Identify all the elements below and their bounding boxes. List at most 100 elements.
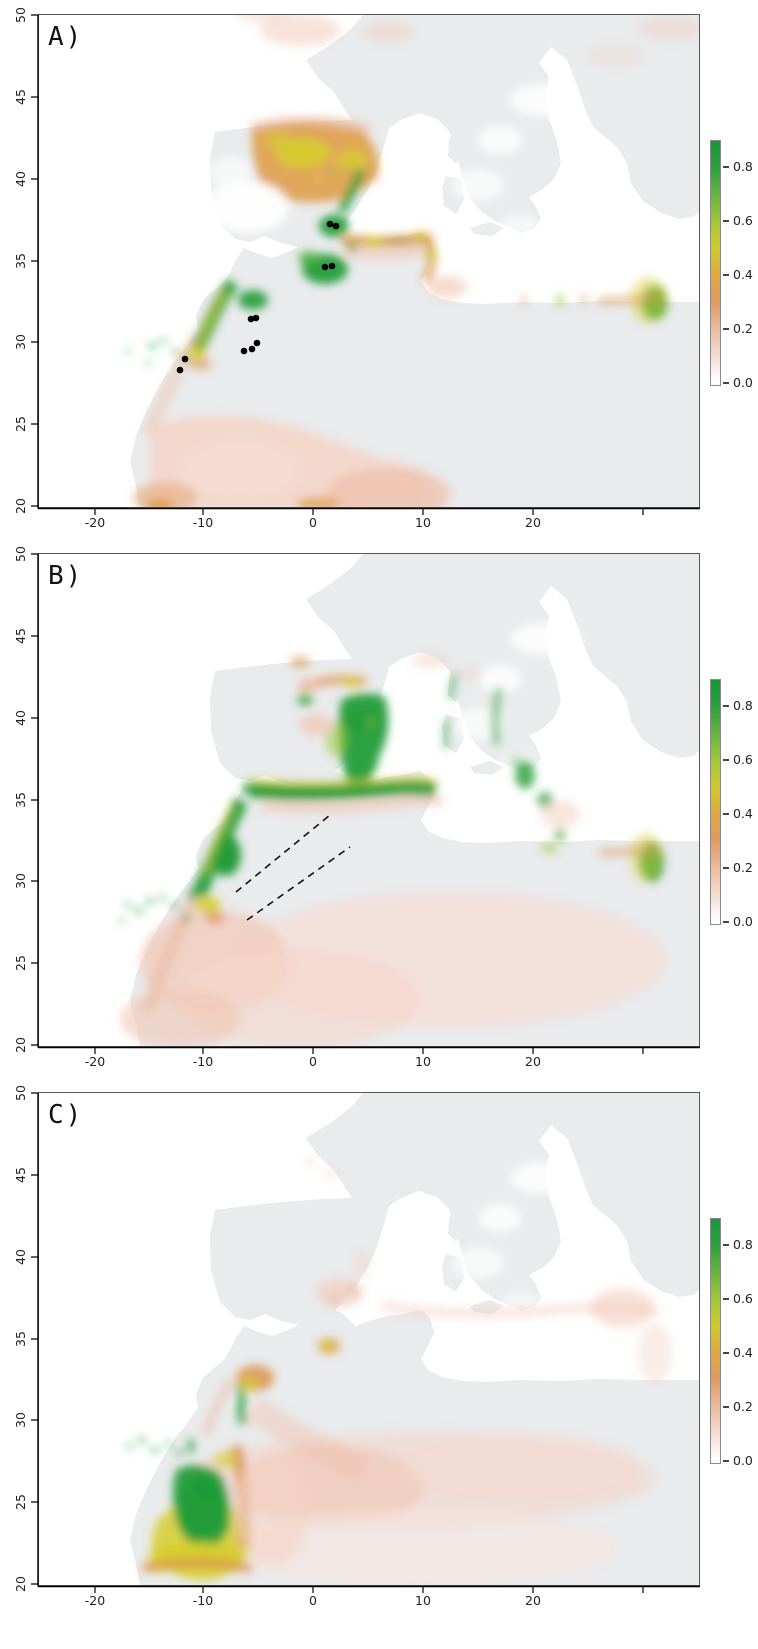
x-tick-label: -10 (192, 1054, 214, 1069)
colorbar-gradient (710, 1218, 721, 1464)
x-axis-ticks (94, 1586, 644, 1593)
x-tick-label: 10 (415, 515, 431, 530)
y-tick-label: 50 (13, 7, 28, 23)
coastal-transition-dashed-lines (235, 814, 351, 921)
y-tick-label: 45 (13, 89, 28, 105)
colorbar-tick-label: 0.2 (733, 321, 753, 336)
y-tick-label: 35 (13, 792, 28, 808)
y-tick-label: 30 (13, 334, 28, 350)
y-tick-label: 35 (13, 1331, 28, 1347)
x-tick-label: 10 (415, 1593, 431, 1608)
transition-dashed-line (235, 814, 331, 893)
x-axis-ticks (94, 1047, 644, 1054)
panel-label: A) (48, 22, 84, 52)
panel-label: B) (48, 561, 84, 591)
x-tick-label: -20 (84, 1593, 106, 1608)
y-tick-label: 50 (13, 546, 28, 562)
colorbar-tick-label: 0.6 (733, 752, 753, 767)
occurrence-point (328, 262, 336, 270)
occurrence-point (321, 263, 329, 271)
colorbar-tick-label: 0.6 (733, 213, 753, 228)
island-sicily (470, 761, 504, 775)
y-tick-label: 40 (13, 710, 28, 726)
colorbar-tick-label: 0.2 (733, 1399, 753, 1414)
y-tick-label: 25 (13, 955, 28, 971)
x-tick-label: -20 (84, 1054, 106, 1069)
y-tick-label: 45 (13, 1167, 28, 1183)
y-tick-label: 40 (13, 171, 28, 187)
panel-a-map (31, 14, 700, 515)
y-tick-label: 20 (13, 1037, 28, 1053)
x-tick-label: -10 (192, 1593, 214, 1608)
colorbar-tick (723, 1460, 729, 1462)
x-tick-label: 20 (525, 1054, 541, 1069)
colorbar-tick (723, 921, 729, 923)
colorbar-tick (723, 220, 729, 222)
colorbar-tick-label: 0.4 (733, 267, 753, 282)
colorbar-tick (723, 1406, 729, 1408)
x-axis-ticks (94, 508, 644, 515)
x-tick-label: -20 (84, 515, 106, 530)
colorbar-tick (723, 328, 729, 330)
colorbar-tick-label: 0.8 (733, 698, 753, 713)
panel-c-map (31, 1092, 700, 1593)
colorbar-tick (723, 1352, 729, 1354)
colorbar-tick (723, 274, 729, 276)
land-europe (210, 1093, 699, 1325)
colorbar-gradient (710, 679, 721, 925)
x-tick-label: 0 (309, 1593, 317, 1608)
occurrence-points (176, 220, 340, 374)
occurrence-point (247, 315, 255, 323)
x-tick-label: -10 (192, 515, 214, 530)
y-tick-label: 35 (13, 253, 28, 269)
colorbar-tick (723, 1298, 729, 1300)
colorbar-tick-label: 0.0 (733, 914, 753, 929)
occurrence-point (181, 355, 189, 363)
suitability-raster-layer (126, 15, 699, 507)
colorbar-tick-label: 0.0 (733, 375, 753, 390)
colorbar-tick-label: 0.0 (733, 1453, 753, 1468)
x-tick-label: 20 (525, 1593, 541, 1608)
colorbar-tick-label: 0.4 (733, 1345, 753, 1360)
colorbar-tick (723, 1244, 729, 1246)
suitability-raster-layer (120, 655, 665, 1046)
y-tick-label: 20 (13, 498, 28, 514)
occurrence-point (240, 347, 248, 355)
island-corsica (448, 1210, 464, 1242)
y-tick-label: 40 (13, 1249, 28, 1265)
y-axis-ticks (31, 553, 38, 1046)
y-tick-label: 45 (13, 628, 28, 644)
europe-lowland-white-patches (452, 1162, 580, 1313)
y-tick-label: 30 (13, 1412, 28, 1428)
colorbar-gradient (710, 140, 721, 386)
x-tick-label: 10 (415, 1054, 431, 1069)
panel-b-map (31, 553, 700, 1054)
occurrence-point (248, 345, 256, 353)
island-corsica (448, 132, 464, 164)
y-tick-label: 25 (13, 1494, 28, 1510)
colorbar-tick (723, 166, 729, 168)
panel-label: C) (48, 1100, 84, 1130)
colorbar-tick (723, 813, 729, 815)
panel-b: B) -20 -10 0 10 20 50 45 40 35 30 25 20 … (0, 539, 758, 1084)
y-axis-ticks (31, 14, 38, 507)
occurrence-point (253, 339, 261, 347)
y-tick-label: 20 (13, 1576, 28, 1592)
island-sicily (470, 222, 504, 236)
colorbar-tick-label: 0.2 (733, 860, 753, 875)
colorbar-tick (723, 705, 729, 707)
occurrence-point (332, 222, 340, 230)
x-tick-label: 0 (309, 1054, 317, 1069)
colorbar-tick (723, 759, 729, 761)
x-tick-label: 20 (525, 515, 541, 530)
colorbar-tick (723, 382, 729, 384)
colorbar-tick-label: 0.4 (733, 806, 753, 821)
colorbar-tick-label: 0.6 (733, 1291, 753, 1306)
suitability-raster-layer (127, 1159, 673, 1585)
y-tick-label: 50 (13, 1085, 28, 1101)
occurrence-point (176, 366, 184, 374)
x-tick-label: 0 (309, 515, 317, 530)
colorbar-tick-label: 0.8 (733, 159, 753, 174)
panel-c: C) -20 -10 0 10 20 50 45 40 35 30 25 20 … (0, 1078, 758, 1649)
